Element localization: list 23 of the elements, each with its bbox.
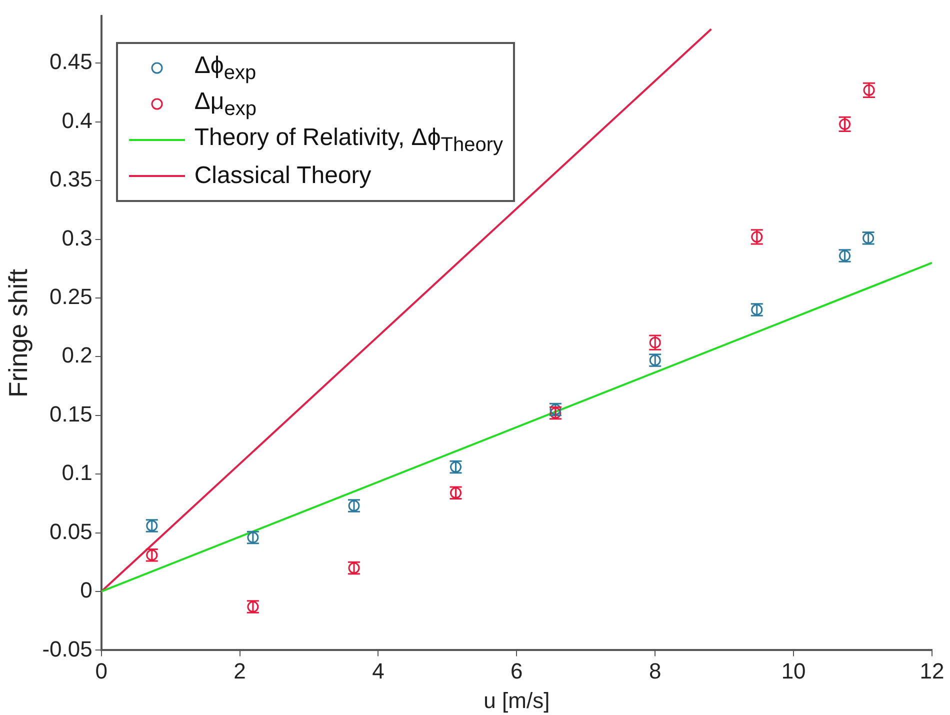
y-tick-label: 0.45	[50, 49, 92, 74]
legend-label: Δϕ$_{exp}$	[194, 52, 256, 85]
x-tick-label: 10	[781, 658, 806, 684]
x-tick-label: 6	[510, 658, 523, 684]
y-tick-label: 0.1	[62, 460, 92, 486]
y-tick-label: 0.35	[50, 166, 92, 192]
y-tick-label: -0.05	[42, 636, 92, 662]
legend-label: Theory of Relativity, Δϕ$_{Theory}$	[194, 124, 504, 157]
legend-label: Classical Theory	[194, 162, 372, 190]
x-tick-label: 4	[372, 658, 384, 684]
y-tick-label: 0.2	[62, 342, 92, 368]
y-tick-label: 0	[80, 578, 92, 603]
y-tick-label: 0.05	[50, 518, 92, 544]
x-axis-title: u [m/s]	[484, 688, 550, 713]
y-tick-label: 0.4	[62, 108, 92, 133]
x-tick-label: 12	[920, 658, 944, 684]
legend-label: Δμ$_{exp}$	[194, 88, 256, 121]
x-tick-label: 2	[234, 658, 246, 684]
y-tick-label: 0.25	[50, 284, 92, 310]
y-axis-title: Fringe shift	[2, 268, 33, 398]
y-tick-label: 0.15	[50, 401, 92, 426]
y-tick-label: 0.3	[62, 225, 92, 250]
x-tick-label: 8	[648, 658, 662, 684]
